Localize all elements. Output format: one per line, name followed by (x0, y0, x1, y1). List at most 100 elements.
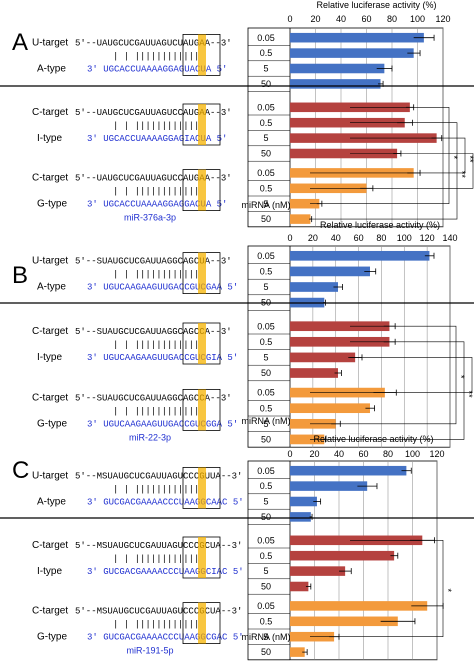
tick-label: 40 (334, 449, 344, 459)
mismatch-highlight (198, 602, 206, 644)
type-label: G-type (37, 632, 67, 643)
tick-label: 100 (405, 449, 420, 459)
mismatch-highlight (198, 537, 206, 578)
concentration-label: 5 (263, 133, 268, 143)
concentration-label: 0.5 (260, 403, 273, 413)
tick-label: 40 (331, 233, 341, 243)
bar-red (290, 102, 410, 113)
type-label: G-type (37, 199, 67, 210)
tick-label: 80 (387, 14, 397, 24)
concentration-label: 0.5 (260, 616, 273, 626)
pairing-marks: | | |||||||||||| (113, 270, 199, 280)
concentration-label: 5 (263, 632, 268, 642)
bar-orange (290, 198, 320, 209)
significance-bracket (310, 122, 458, 220)
mirna-sequence: 3' UGUCAAGAAGUUGACCGUCGIA 5' (87, 353, 238, 363)
tick-label: 60 (354, 233, 364, 243)
significance-bracket (310, 325, 457, 425)
type-label: G-type (37, 418, 67, 429)
x-axis-label: miRNA (nM) (242, 632, 291, 642)
bar-red (290, 566, 346, 576)
bar-red (290, 368, 338, 378)
concentration-label: 5 (263, 64, 268, 74)
bar-orange (290, 616, 398, 627)
mismatch-highlight (198, 467, 206, 509)
significance-bracket (310, 153, 474, 189)
concentration-label: 0.05 (257, 33, 275, 43)
type-label: A-type (37, 282, 66, 293)
concentration-label: 5 (263, 282, 268, 292)
mismatch-highlight (198, 389, 206, 431)
bar-blue (290, 512, 311, 522)
concentration-label: 5 (263, 419, 268, 429)
tick-label: 120 (420, 233, 435, 243)
significance-mark: ** (465, 156, 474, 164)
type-label: I-type (37, 566, 62, 577)
significance-bracket (310, 540, 444, 637)
concentration-label: 0.5 (260, 481, 273, 491)
target-sequence: 5'--MSUAUGCUCGAUUAGUCCCGCUA--3' (75, 541, 242, 551)
pairing-marks: | | |||||||||||| (113, 406, 199, 416)
target-sequence: 5'--UAUGCUCGAUUAGUCUAUGAA--3' (75, 38, 232, 48)
target-sequence: 5'--MSUAUGCUCGAUUAGUCCCGUUA--3' (75, 471, 242, 481)
mismatch-highlight (198, 252, 206, 294)
axis-title: Relative luciferase activity (%) (320, 220, 440, 230)
concentration-label: 0.05 (257, 388, 275, 398)
tick-label: 140 (442, 233, 457, 243)
panel-letter: B (12, 262, 28, 289)
pairing-marks: | | |||||||||||| (113, 187, 199, 197)
concentration-label: 5 (263, 497, 268, 507)
bar-red (290, 581, 309, 592)
concentration-label: 50 (261, 647, 271, 657)
target-sequence: 5'--UAUGCUCGAUUAGUCCAUGAA--3' (75, 174, 232, 184)
concentration-label: 50 (261, 435, 271, 445)
concentration-label: 50 (261, 149, 271, 159)
mirna-sequence: 3' GUCGACGAAAACCCUAAGGCGAC 5' (87, 633, 244, 643)
concentration-label: 0.5 (260, 267, 273, 277)
mirna-name: miR-22-3p (129, 432, 171, 442)
target-label: U-target (32, 37, 68, 48)
type-label: A-type (37, 63, 66, 74)
panel-a: A Relative luciferase activity (%) 0 20 40 60… (0, 0, 474, 228)
tick-label: 60 (358, 449, 368, 459)
concentration-label: 0.05 (257, 251, 275, 261)
x-axis-label: miRNA (nM) (242, 416, 291, 426)
mirna-sequence: 3' UGUCAAGAAGUUGACCGUCGGA 5' (87, 419, 238, 429)
concentration-label: 0.5 (260, 118, 273, 128)
bar-blue (290, 266, 370, 277)
pairing-marks: | | |||||||||||| (113, 484, 199, 494)
panel-c: C Relative luciferase activity (%) 0 20 40 60… (0, 434, 474, 661)
type-label: I-type (37, 133, 62, 144)
target-sequence: 5'--MSUAUGCUCGAUUAGUCCCGCUA--3' (75, 607, 242, 617)
mismatch-highlight (198, 104, 206, 145)
mismatch-highlight (198, 169, 206, 211)
significance-mark: ** (472, 375, 474, 383)
concentration-label: 50 (261, 512, 271, 522)
axis-title: Relative luciferase activity (%) (316, 0, 436, 10)
bar-blue (290, 496, 317, 507)
bar-orange (290, 403, 370, 414)
target-label: C-target (32, 173, 68, 184)
pairing-marks: | | |||||||||||| (113, 51, 199, 61)
bar-blue (290, 481, 368, 491)
target-label: C-target (32, 107, 68, 118)
bar-blue (290, 48, 414, 58)
tick-label: 100 (410, 14, 425, 24)
x-axis-label: miRNA (nM) (242, 200, 291, 210)
bar-blue (290, 282, 338, 292)
bar-orange (290, 214, 311, 224)
mirna-sequence: 3' UGUCAAGAAGUUGACCGUCGAA 5' (87, 283, 238, 293)
pairing-marks: | | |||||||||||| (113, 620, 199, 630)
significance-mark: * (443, 589, 453, 593)
target-label: C-target (32, 392, 68, 403)
bar-orange (290, 601, 428, 611)
significance-mark: ** (464, 391, 474, 399)
bar-red (290, 336, 390, 347)
bar-blue (290, 465, 407, 476)
pairing-marks: | | |||||||||||| (113, 554, 199, 564)
target-label: U-target (32, 256, 68, 267)
type-label: A-type (37, 496, 66, 507)
concentration-label: 0.05 (257, 321, 275, 331)
concentration-label: 5 (263, 199, 268, 209)
